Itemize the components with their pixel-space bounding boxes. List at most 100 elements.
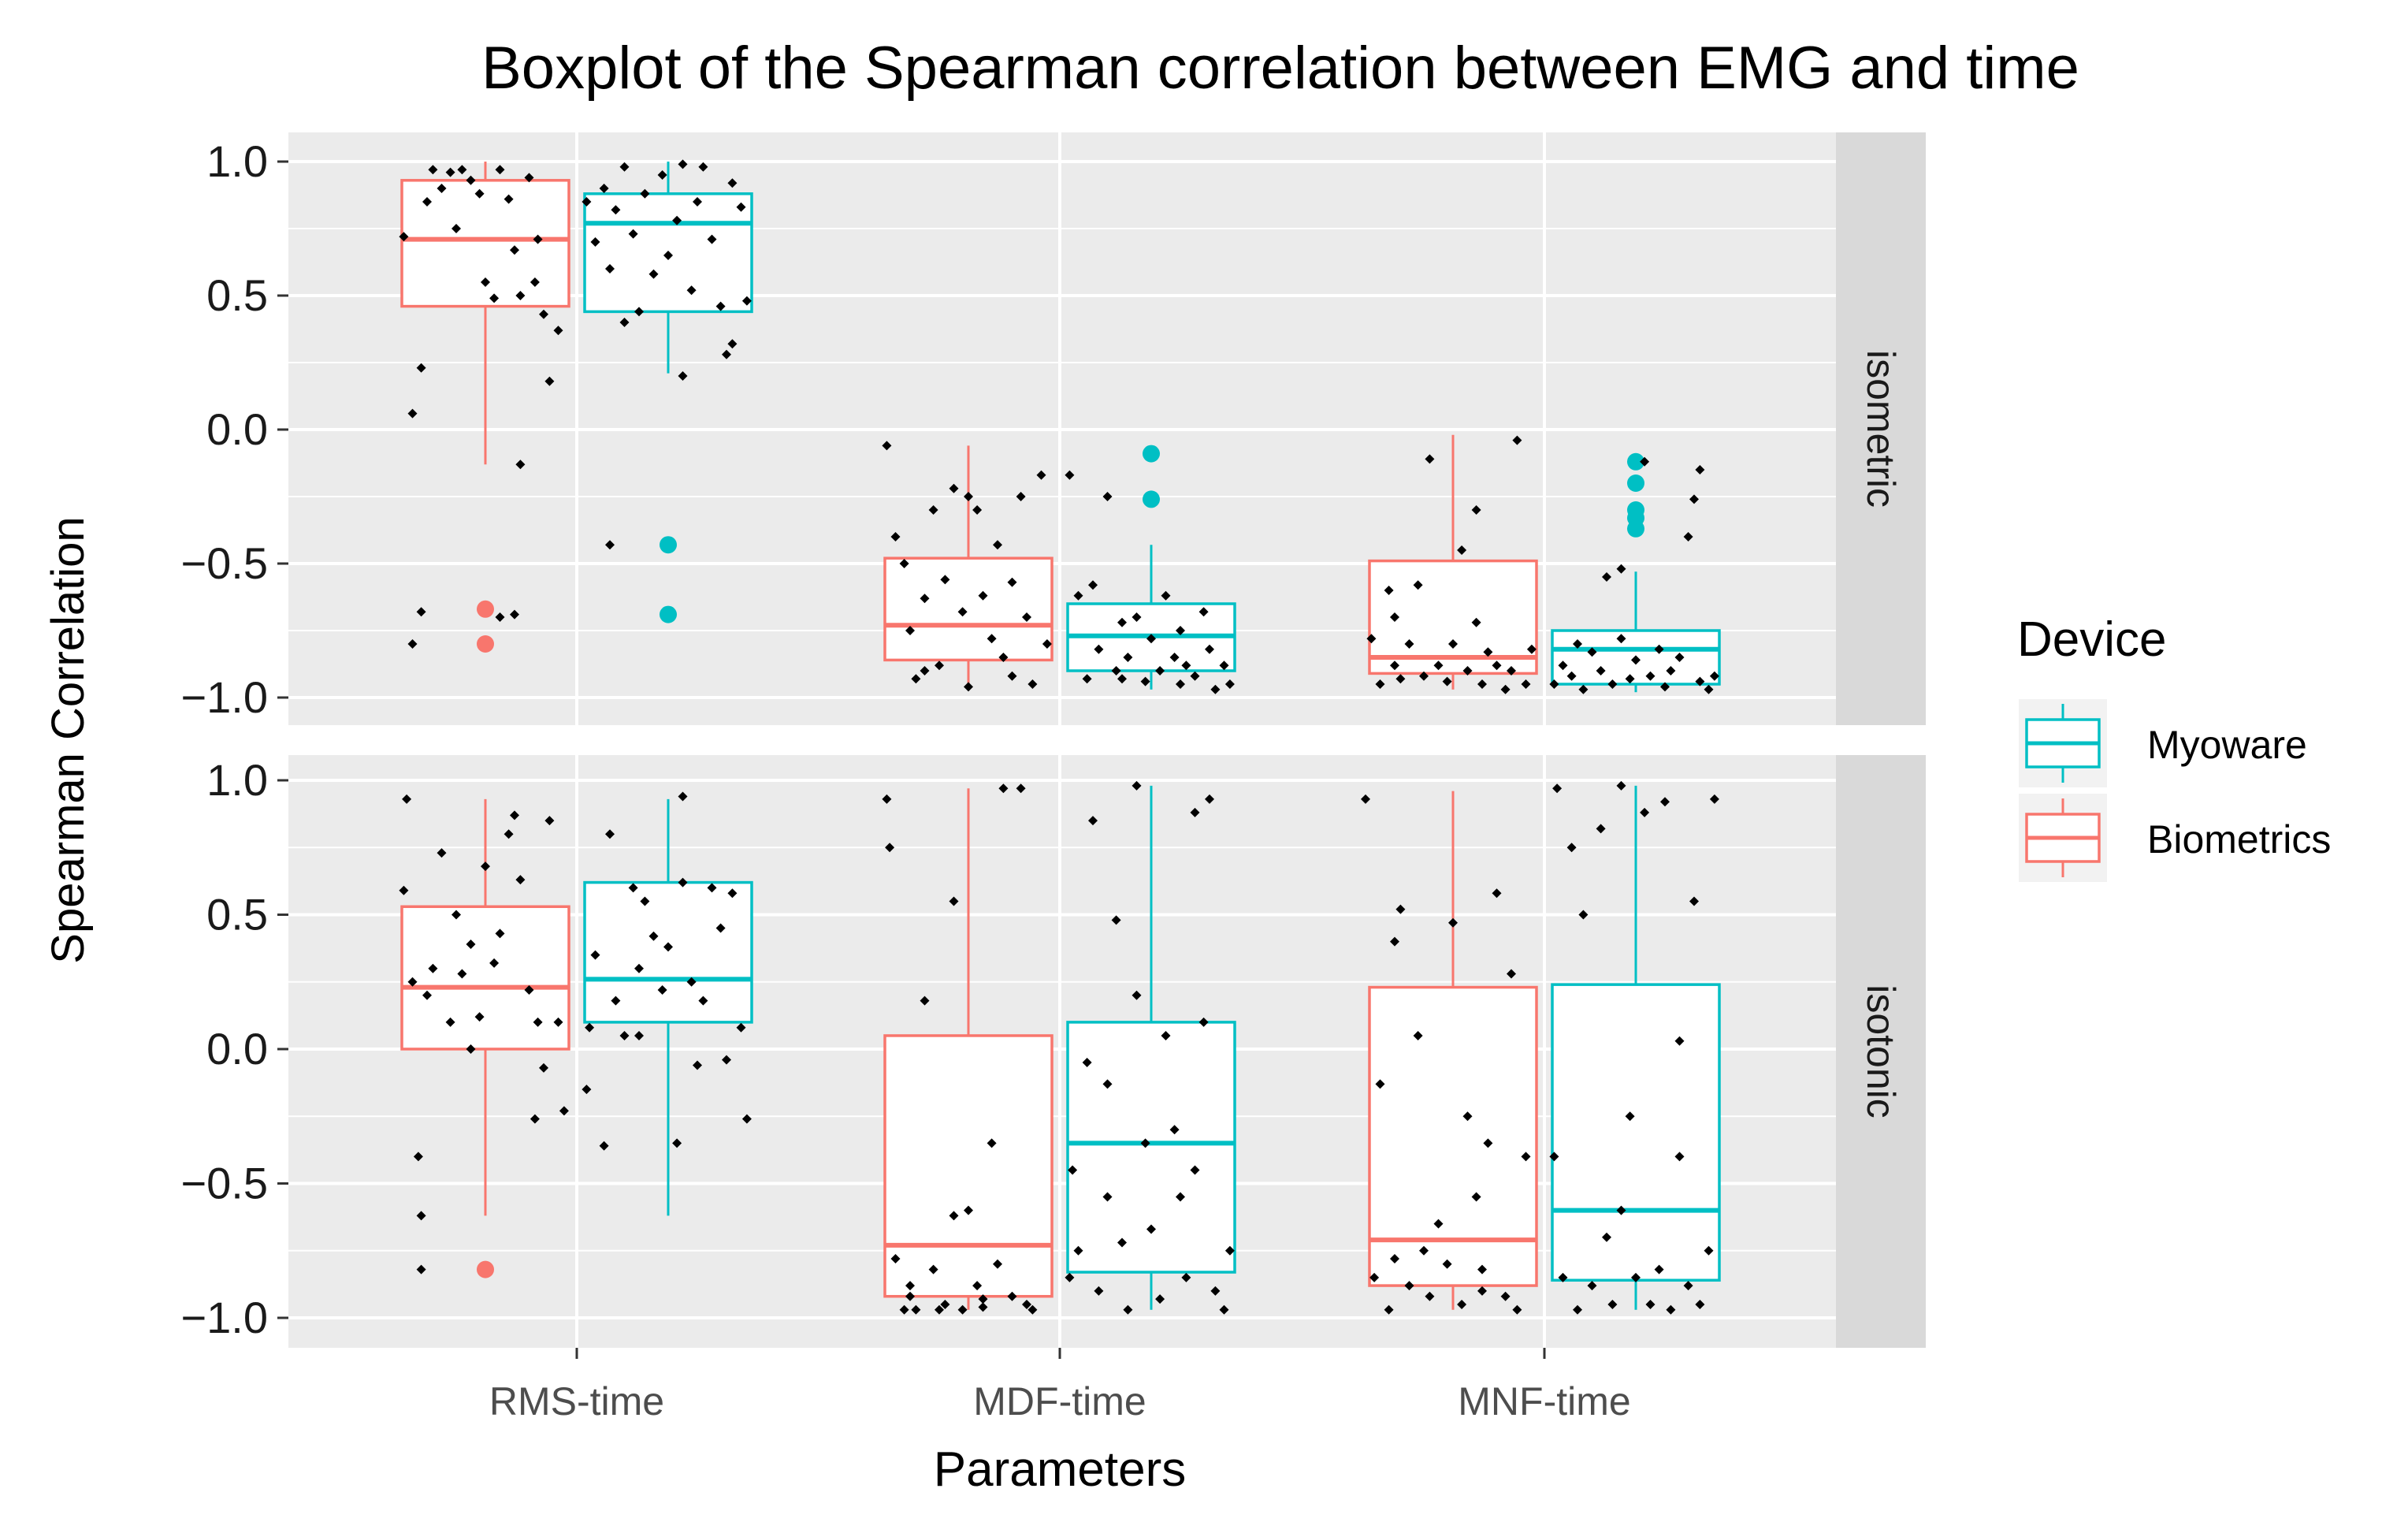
jitter-point	[1384, 586, 1394, 595]
outlier-point	[1627, 519, 1644, 538]
jitter-point	[1146, 634, 1156, 644]
jitter-point	[640, 188, 650, 199]
jitter-point	[657, 984, 667, 995]
jitter-point	[1198, 607, 1209, 617]
jitter-point	[495, 928, 505, 939]
jitter-point	[920, 995, 930, 1006]
jitter-point	[911, 1304, 921, 1315]
jitter-point	[1709, 671, 1719, 681]
x-tick-label: MNF-time	[1458, 1379, 1630, 1423]
y-axis-label: Spearman Correlation	[43, 516, 94, 963]
jitter-point	[504, 829, 514, 839]
panel-isometric	[288, 132, 1836, 725]
box-mdf-time-myoware	[1065, 445, 1236, 694]
panel-isotonic	[288, 755, 1836, 1348]
jitter-point	[1666, 1304, 1676, 1315]
jitter-point	[466, 1044, 476, 1054]
jitter-point	[928, 1264, 938, 1275]
jitter-point	[1181, 1272, 1191, 1282]
jitter-point	[949, 896, 959, 906]
jitter-point	[1660, 682, 1670, 692]
strip-isotonic: isotonic	[1836, 755, 1926, 1348]
jitter-point	[524, 984, 534, 995]
jitter-point	[1640, 807, 1650, 817]
strip-label-isometric: isometric	[1859, 350, 1903, 508]
jitter-point	[457, 969, 467, 979]
jitter-point	[1433, 1219, 1444, 1229]
jitter-point	[474, 188, 485, 199]
jitter-point	[978, 1302, 988, 1312]
jitter-point	[533, 1017, 543, 1027]
jitter-point	[1616, 780, 1626, 791]
jitter-point	[1492, 661, 1502, 671]
jitter-point	[1390, 936, 1399, 947]
jitter-point	[1161, 590, 1171, 601]
jitter-point	[1094, 1286, 1104, 1296]
jitter-point	[1390, 661, 1399, 671]
jitter-point	[539, 309, 548, 319]
jitter-point	[524, 173, 534, 183]
jitter-point	[474, 1012, 485, 1022]
jitter-point	[693, 197, 702, 207]
jitter-point	[515, 460, 526, 470]
jitter-point	[1666, 666, 1676, 675]
jitter-point	[1689, 896, 1699, 906]
jitter-point	[1442, 1259, 1452, 1269]
jitter-point	[1082, 1058, 1092, 1068]
jitter-point	[722, 349, 731, 359]
jitter-point	[905, 626, 915, 635]
y-tick-label: 0.5	[206, 270, 268, 320]
jitter-point	[1549, 1152, 1559, 1162]
jitter-point	[1132, 612, 1142, 622]
jitter-point	[1390, 612, 1399, 622]
jitter-point	[1683, 1281, 1693, 1291]
jitter-point	[619, 1030, 630, 1040]
jitter-point	[628, 883, 638, 893]
jitter-point	[1596, 824, 1606, 834]
jitter-point	[1117, 674, 1127, 684]
jitter-point	[489, 293, 500, 303]
jitter-point	[452, 910, 461, 920]
jitter-point	[1625, 674, 1635, 684]
jitter-point	[530, 277, 540, 287]
jitter-point	[957, 607, 968, 617]
jitter-point	[1205, 794, 1214, 804]
jitter-point	[1695, 1299, 1705, 1309]
box-iqr	[583, 880, 753, 1024]
jitter-point	[452, 224, 461, 233]
jitter-point	[905, 1281, 915, 1291]
jitter-point	[585, 1022, 595, 1033]
outlier-point	[477, 1260, 494, 1278]
jitter-point	[1587, 1281, 1597, 1291]
jitter-point	[466, 175, 476, 185]
jitter-point	[1433, 661, 1444, 671]
box-iqr	[1551, 983, 1721, 1282]
jitter-point	[544, 816, 555, 826]
jitter-point	[1190, 1165, 1200, 1175]
jitter-point	[1161, 1030, 1171, 1040]
jitter-point	[657, 170, 667, 180]
jitter-point	[481, 861, 490, 872]
jitter-point	[1088, 816, 1098, 826]
jitter-point	[634, 1030, 644, 1040]
chart-title: Boxplot of the Spearman correlation betw…	[481, 35, 2079, 102]
jitter-point	[1181, 661, 1191, 671]
jitter-point	[987, 1138, 997, 1148]
jitter-point	[672, 215, 682, 225]
jitter-point	[663, 942, 673, 952]
jitter-point	[1111, 666, 1121, 675]
y-tick-label: −1.0	[180, 672, 268, 722]
jitter-point	[599, 184, 609, 193]
jitter-point	[890, 532, 901, 541]
jitter-point	[1146, 1224, 1156, 1234]
jitter-point	[1695, 676, 1705, 687]
outlier-point	[477, 635, 494, 653]
jitter-point	[582, 197, 592, 207]
jitter-point	[437, 848, 447, 858]
jitter-point	[1219, 661, 1229, 671]
jitter-point	[1366, 634, 1377, 644]
jitter-point	[495, 165, 505, 175]
jitter-point	[1607, 679, 1618, 689]
jitter-point	[686, 285, 697, 296]
